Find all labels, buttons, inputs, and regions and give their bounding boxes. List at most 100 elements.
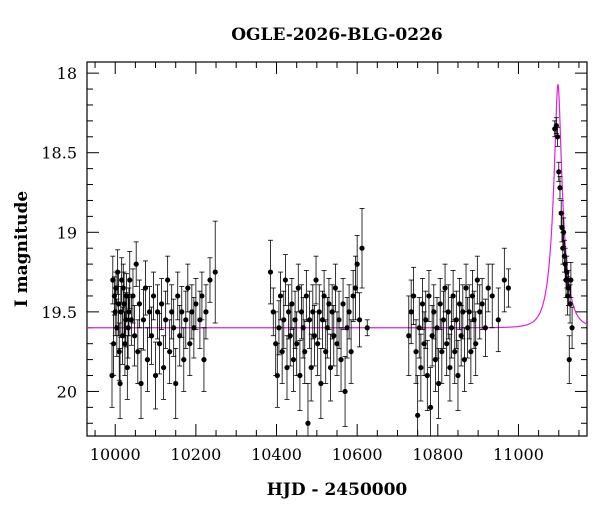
- data-marker: [448, 325, 455, 331]
- data-marker: [479, 301, 485, 307]
- data-marker: [411, 293, 417, 299]
- data-marker: [289, 301, 295, 307]
- data-marker: [354, 261, 360, 267]
- data-marker: [212, 269, 218, 275]
- data-marker: [473, 341, 479, 347]
- data-point: [359, 208, 365, 289]
- data-marker: [463, 285, 469, 291]
- data-marker: [148, 333, 155, 339]
- data-point: [315, 311, 321, 376]
- data-marker: [444, 341, 450, 347]
- data-marker: [336, 317, 342, 323]
- data-point: [142, 260, 149, 316]
- data-marker: [338, 357, 344, 363]
- data-point: [305, 383, 311, 436]
- data-marker: [146, 309, 153, 315]
- data-marker: [485, 285, 491, 291]
- data-marker: [482, 325, 488, 331]
- data-point: [122, 311, 128, 376]
- data-point: [442, 263, 448, 313]
- data-point: [327, 333, 334, 402]
- data-marker: [442, 285, 448, 291]
- data-point: [165, 255, 171, 305]
- data-marker: [334, 341, 340, 347]
- data-marker: [489, 293, 495, 299]
- data-marker: [427, 404, 434, 410]
- data-marker: [495, 317, 501, 323]
- data-marker: [440, 317, 447, 323]
- data-point: [338, 327, 344, 392]
- data-point: [212, 220, 218, 324]
- data-marker: [126, 309, 132, 315]
- data-point: [135, 319, 141, 384]
- axis-ticks: [87, 62, 587, 436]
- data-point: [557, 176, 563, 200]
- data-marker: [201, 357, 207, 363]
- data-point: [561, 217, 567, 248]
- data-point: [191, 297, 197, 359]
- data-point: [117, 348, 123, 419]
- data-marker: [316, 309, 322, 315]
- data-marker: [297, 372, 303, 379]
- data-point: [313, 255, 319, 305]
- plot-area: [86, 61, 588, 437]
- data-marker: [501, 277, 507, 283]
- data-marker: [413, 349, 419, 355]
- data-point: [415, 375, 421, 436]
- data-marker: [122, 341, 128, 347]
- data-point: [311, 305, 318, 367]
- data-point: [163, 290, 169, 349]
- data-point: [485, 263, 491, 313]
- data-marker: [415, 412, 421, 418]
- data-marker: [418, 364, 424, 371]
- data-point: [489, 263, 495, 329]
- data-point: [336, 290, 342, 349]
- data-point: [444, 311, 450, 376]
- data-point: [284, 335, 290, 400]
- data-marker: [279, 349, 285, 355]
- data-marker: [171, 325, 177, 331]
- data-point: [140, 289, 147, 351]
- data-marker: [125, 325, 131, 331]
- data-marker: [130, 293, 136, 299]
- data-point: [431, 284, 437, 340]
- data-marker: [505, 285, 511, 291]
- data-point: [316, 284, 322, 340]
- data-point: [408, 279, 414, 345]
- data-point: [189, 284, 195, 340]
- data-marker: [165, 277, 171, 283]
- data-point: [158, 278, 165, 330]
- data-point: [436, 348, 442, 419]
- data-marker: [436, 380, 442, 387]
- data-point: [452, 319, 458, 384]
- data-marker: [453, 317, 459, 323]
- data-marker: [142, 285, 149, 291]
- data-marker: [567, 301, 573, 307]
- data-point: [418, 333, 424, 402]
- data-point: [207, 257, 213, 303]
- data-marker: [466, 309, 472, 315]
- data-point: [173, 348, 179, 419]
- data-point: [334, 311, 340, 376]
- data-point: [554, 126, 561, 147]
- data-point: [297, 340, 303, 411]
- y-tick-label: 18.5: [41, 144, 77, 163]
- data-marker: [181, 357, 187, 363]
- data-marker: [144, 357, 151, 363]
- data-marker: [460, 309, 466, 315]
- data-point: [344, 297, 350, 359]
- data-point: [289, 278, 295, 330]
- data-marker: [287, 333, 293, 339]
- data-marker: [556, 169, 562, 175]
- data-marker: [326, 301, 332, 307]
- data-point: [199, 271, 205, 321]
- data-marker: [290, 357, 297, 363]
- data-point: [277, 271, 284, 321]
- chart-title: OGLE-2026-BLG-0226: [231, 25, 443, 45]
- data-point: [413, 319, 419, 384]
- data-point: [290, 327, 297, 392]
- data-marker: [445, 309, 451, 315]
- data-point: [126, 287, 132, 337]
- data-marker: [557, 185, 563, 191]
